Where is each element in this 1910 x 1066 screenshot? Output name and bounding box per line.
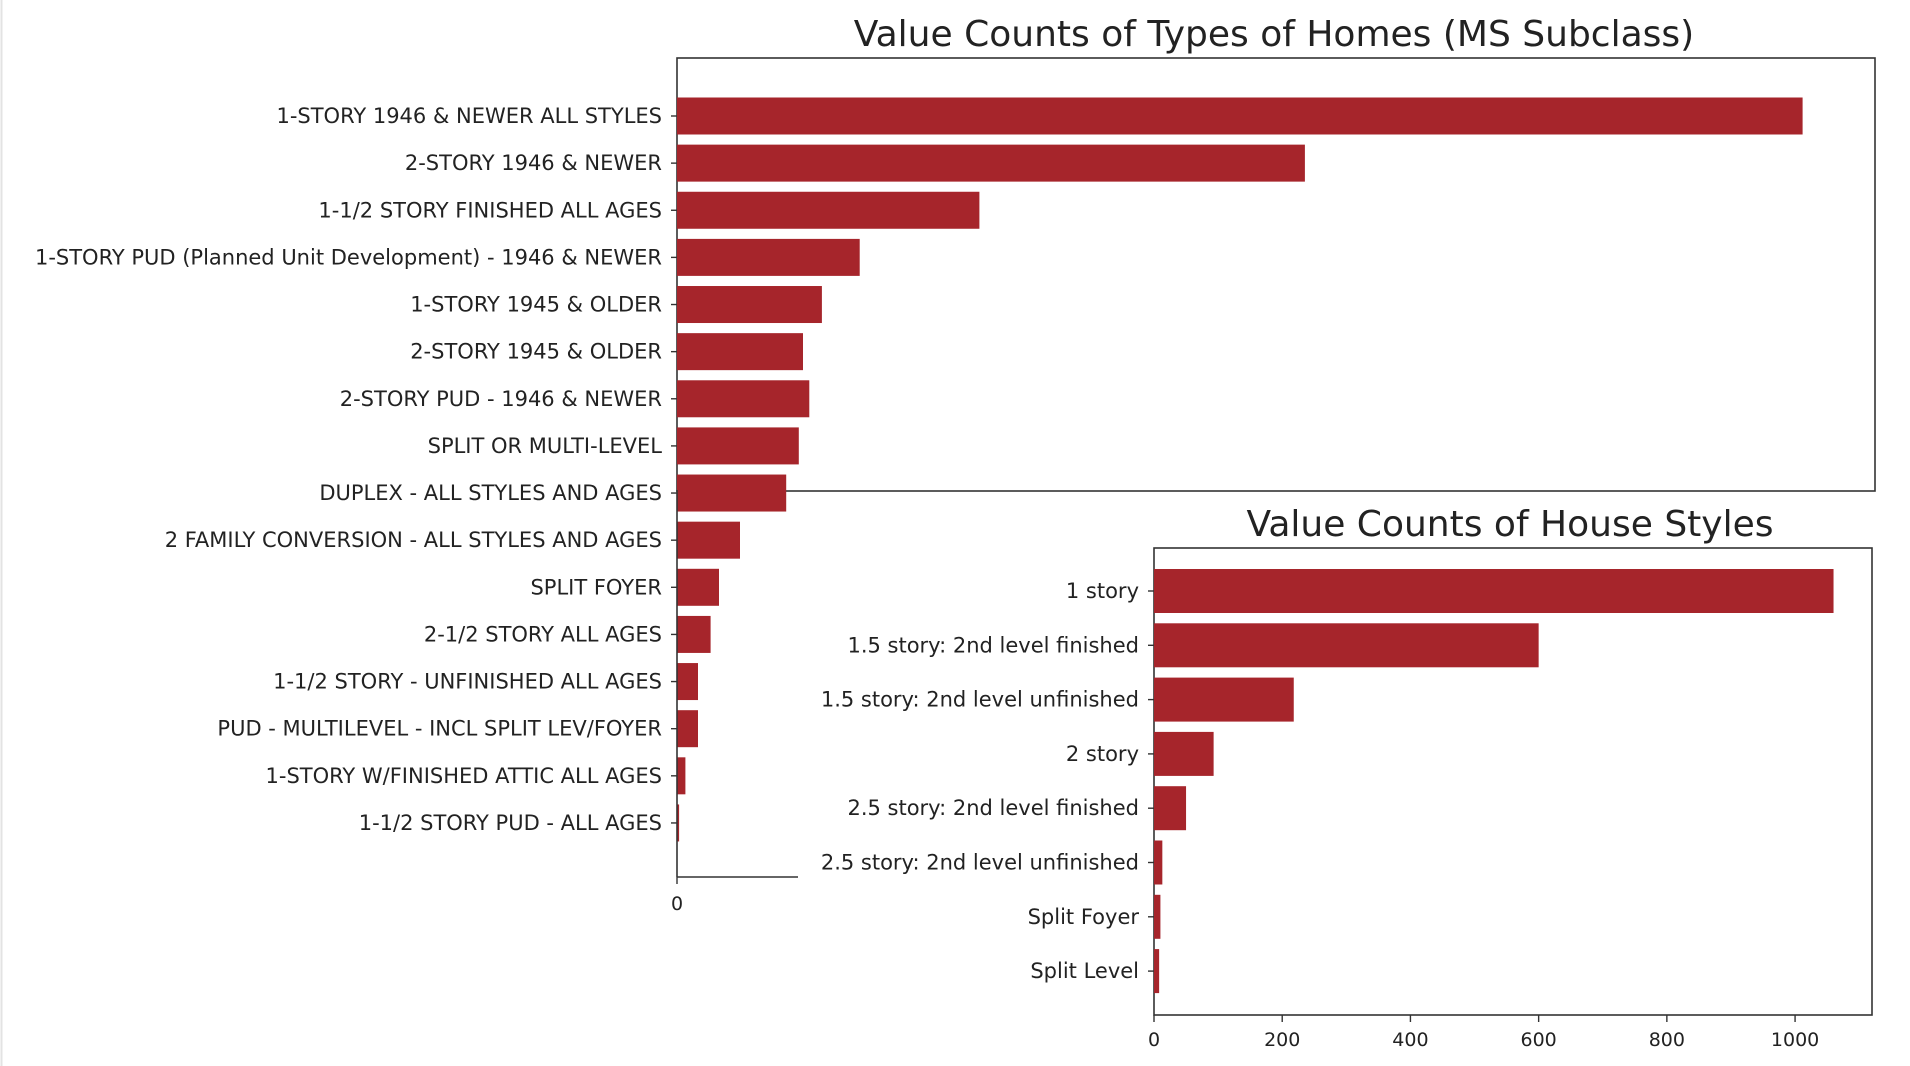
house-styles-plot-frame [1153, 547, 1873, 1016]
ms-subclass-bar [677, 238, 860, 276]
house-styles-bar [1154, 677, 1294, 722]
house-styles-x-tick-label: 1000 [1771, 1029, 1819, 1051]
ms-subclass-bar [677, 521, 740, 559]
ms-subclass-bar [677, 474, 787, 512]
house-styles-bar [1154, 894, 1161, 939]
ms-subclass-bar [677, 663, 698, 701]
ms-subclass-chart: 1-STORY 1946 & NEWER ALL STYLES 2-STORY 1… [35, 14, 1876, 915]
ms-subclass-category-label: 1-STORY PUD (Planned Unit Development) -… [35, 245, 662, 269]
ms-subclass-bar [677, 144, 1305, 182]
ms-subclass-bar [677, 97, 1803, 135]
ms-subclass-bar [677, 380, 810, 418]
ms-subclass-category-label: 2-STORY 1946 & NEWER [405, 151, 662, 175]
ms-subclass-category-label: 2-STORY 1945 & OLDER [410, 340, 662, 364]
house-styles-x-tick-label: 600 [1521, 1029, 1557, 1051]
ms-subclass-bar [677, 710, 698, 748]
house-styles-category-label: 2.5 story: 2nd level unfinished [821, 851, 1139, 875]
house-styles-bars [1154, 569, 1834, 994]
house-styles-x-tick-label: 400 [1392, 1029, 1428, 1051]
ms-subclass-category-label: SPLIT FOYER [530, 575, 662, 599]
ms-subclass-category-label: DUPLEX - ALL STYLES AND AGES [319, 481, 662, 505]
ms-subclass-chart-title: Value Counts of Types of Homes (MS Subcl… [854, 14, 1694, 55]
house-styles-category-label: 2.5 story: 2nd level finished [847, 796, 1139, 820]
house-styles-x-tick-label: 800 [1649, 1029, 1685, 1051]
ms-subclass-category-labels: 1-STORY 1946 & NEWER ALL STYLES 2-STORY 1… [35, 104, 677, 835]
ms-subclass-bar [677, 191, 980, 229]
ms-subclass-x-tick-label: 0 [671, 893, 683, 915]
house-styles-bar [1154, 731, 1214, 776]
house-styles-bar [1154, 949, 1160, 994]
house-styles-category-label: 2 story [1066, 742, 1139, 766]
house-styles-category-label: 1 story [1066, 579, 1139, 603]
ms-subclass-x-ticks: 0 [671, 877, 683, 915]
house-styles-chart-title: Value Counts of House Styles [1247, 504, 1774, 545]
house-styles-chart: 1 story 1.5 story: 2nd level finished 1.5 … [821, 504, 1873, 1051]
ms-subclass-category-label: 2-1/2 STORY ALL AGES [424, 622, 662, 646]
house-styles-bar [1154, 786, 1187, 831]
ms-subclass-bar [677, 804, 680, 842]
house-styles-category-label: Split Level [1030, 959, 1139, 983]
house-styles-category-labels: 1 story 1.5 story: 2nd level finished 1.5 … [821, 579, 1154, 983]
ms-subclass-category-label: 2 FAMILY CONVERSION - ALL STYLES AND AGE… [165, 528, 662, 552]
ms-subclass-category-label: 1-STORY 1945 & OLDER [410, 293, 662, 317]
ms-subclass-category-label: 1-1/2 STORY - UNFINISHED ALL AGES [273, 670, 662, 694]
ms-subclass-category-label: PUD - MULTILEVEL - INCL SPLIT LEV/FOYER [217, 717, 662, 741]
ms-subclass-bar [677, 568, 719, 606]
ms-subclass-category-label: 1-1/2 STORY PUD - ALL AGES [359, 811, 662, 835]
house-styles-category-label: 1.5 story: 2nd level unfinished [821, 688, 1139, 712]
ms-subclass-category-label: 1-STORY W/FINISHED ATTIC ALL AGES [266, 764, 663, 788]
house-styles-x-ticks: 0 200 400 600 800 1000 [1148, 1015, 1819, 1051]
ms-subclass-bar [677, 427, 799, 465]
ms-subclass-bar [677, 286, 822, 324]
house-styles-category-label: 1.5 story: 2nd level finished [847, 633, 1139, 657]
ms-subclass-bars [677, 97, 1803, 842]
ms-subclass-category-label: SPLIT OR MULTI-LEVEL [428, 434, 663, 458]
house-styles-x-tick-label: 200 [1264, 1029, 1300, 1051]
ms-subclass-category-label: 1-1/2 STORY FINISHED ALL AGES [318, 198, 662, 222]
house-styles-bar [1154, 569, 1834, 613]
house-styles-bar [1154, 623, 1539, 668]
house-styles-bar [1154, 840, 1163, 885]
ms-subclass-category-label: 2-STORY PUD - 1946 & NEWER [340, 387, 662, 411]
house-styles-x-tick-label: 0 [1148, 1029, 1160, 1051]
house-styles-category-label: Split Foyer [1028, 905, 1140, 929]
ms-subclass-category-label: 1-STORY 1946 & NEWER ALL STYLES [276, 104, 662, 128]
ms-subclass-bar [677, 757, 686, 795]
ms-subclass-bar [677, 333, 803, 371]
ms-subclass-bar [677, 615, 711, 653]
